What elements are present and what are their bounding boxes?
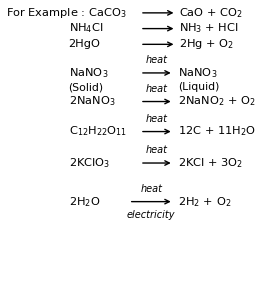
Text: NaNO$_3$: NaNO$_3$ <box>178 66 217 80</box>
Text: 2H$_2$O: 2H$_2$O <box>69 195 100 208</box>
Text: heat: heat <box>146 84 168 94</box>
Text: 2KCl + 3O$_2$: 2KCl + 3O$_2$ <box>178 156 243 170</box>
Text: 2HgO: 2HgO <box>69 39 101 49</box>
Text: For Example : CaCO$_3$: For Example : CaCO$_3$ <box>6 6 126 20</box>
Text: heat: heat <box>146 55 168 65</box>
Text: NaNO$_3$: NaNO$_3$ <box>69 66 108 80</box>
Text: NH$_4$Cl: NH$_4$Cl <box>69 22 103 35</box>
Text: CaO + CO$_2$: CaO + CO$_2$ <box>179 6 243 20</box>
Text: 2NaNO$_3$: 2NaNO$_3$ <box>69 95 115 108</box>
Text: 2H$_2$ + O$_2$: 2H$_2$ + O$_2$ <box>178 195 231 208</box>
Text: NH$_3$ + HCl: NH$_3$ + HCl <box>179 22 239 35</box>
Text: 2NaNO$_2$ + O$_2$: 2NaNO$_2$ + O$_2$ <box>178 95 256 108</box>
Text: heat: heat <box>146 114 168 124</box>
Text: (Solid): (Solid) <box>69 82 104 92</box>
Text: 12C + 11H$_2$O: 12C + 11H$_2$O <box>178 125 256 138</box>
Text: heat: heat <box>140 184 162 194</box>
Text: electricity: electricity <box>127 210 176 220</box>
Text: 2KClO$_3$: 2KClO$_3$ <box>69 156 110 170</box>
Text: C$_{12}$H$_{22}$O$_{11}$: C$_{12}$H$_{22}$O$_{11}$ <box>69 125 127 138</box>
Text: 2Hg + O$_2$: 2Hg + O$_2$ <box>179 37 234 51</box>
Text: heat: heat <box>146 145 168 155</box>
Text: (Liquid): (Liquid) <box>178 82 219 92</box>
